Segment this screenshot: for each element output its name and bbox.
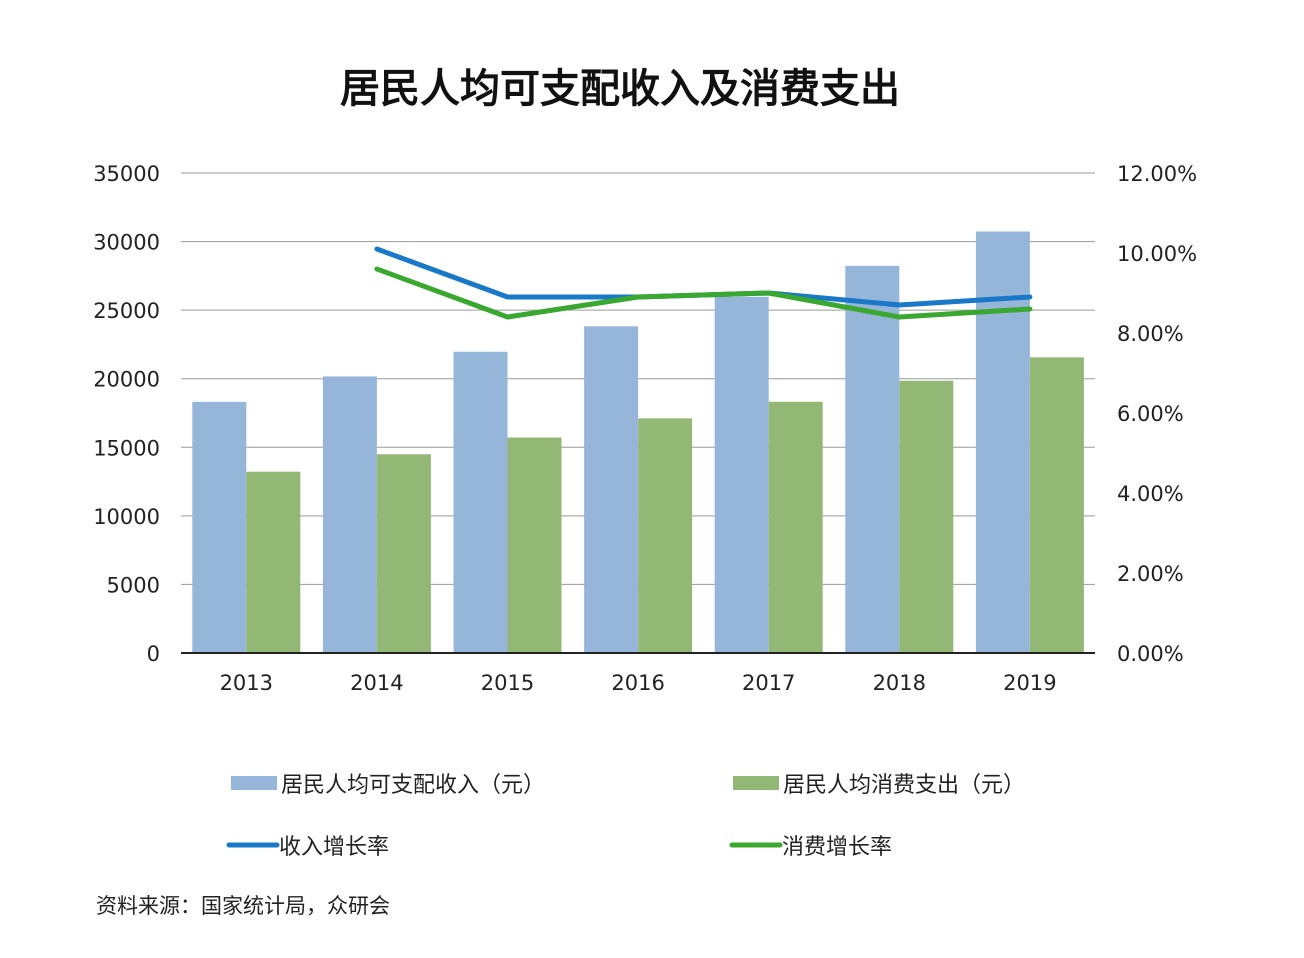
y-right-tick-label: 10.00%: [1117, 242, 1197, 266]
bar: [714, 296, 769, 653]
y-left-tick-label: 25000: [93, 299, 160, 323]
x-tick-label: 2015: [481, 671, 534, 695]
y-left-tick-label: 0: [147, 642, 160, 666]
chart-title: 居民人均可支配收入及消费支出: [340, 66, 900, 112]
legend: 居民人均可支配收入（元） 居民人均消费支出（元） 收入增长率 消费增长率: [226, 773, 1025, 860]
bar: [584, 326, 639, 653]
x-tick-label: 2013: [220, 671, 273, 695]
bar: [1029, 357, 1084, 653]
legend-label: 居民人均消费支出（元）: [783, 773, 1025, 798]
legend-label: 收入增长率: [279, 835, 389, 860]
y-left-tick-label: 5000: [107, 573, 160, 597]
y-left-tick-label: 30000: [93, 231, 160, 255]
y-right-tick-label: 4.00%: [1117, 482, 1184, 506]
y-right-tick-label: 2.00%: [1117, 562, 1184, 586]
x-tick-label: 2016: [611, 671, 664, 695]
y-left-tick-label: 10000: [93, 505, 160, 529]
bar: [899, 380, 954, 653]
legend-swatch: [733, 776, 779, 790]
legend-label: 消费增长率: [782, 835, 892, 860]
y-axis-right: 0.00% 2.00% 4.00% 6.00% 8.00% 10.00% 12.00%: [1117, 162, 1197, 666]
line-group: [374, 246, 1033, 320]
x-axis-labels: 2013 2014 2015 2016 2017 2018 2019: [220, 671, 1057, 695]
y-left-tick-label: 20000: [93, 368, 160, 392]
bar: [975, 231, 1030, 653]
bar: [845, 265, 900, 653]
y-left-tick-label: 35000: [93, 162, 160, 186]
bar: [507, 437, 562, 653]
x-tick-label: 2018: [873, 671, 926, 695]
legend-label: 居民人均可支配收入（元）: [281, 773, 545, 798]
x-tick-label: 2019: [1003, 671, 1056, 695]
x-tick-label: 2014: [350, 671, 403, 695]
y-right-tick-label: 12.00%: [1117, 162, 1197, 186]
y-left-tick-label: 15000: [93, 436, 160, 460]
bar: [322, 376, 377, 653]
bar: [453, 351, 508, 653]
x-tick-label: 2017: [742, 671, 795, 695]
y-right-tick-label: 6.00%: [1117, 402, 1184, 426]
bar: [638, 418, 693, 653]
source-note: 资料来源：国家统计局，众研会: [96, 894, 390, 918]
y-right-tick-label: 0.00%: [1117, 642, 1184, 666]
bar: [192, 401, 247, 653]
bar-group: [192, 231, 1084, 653]
series-line: [374, 266, 1033, 320]
bar: [768, 401, 823, 653]
bar: [246, 471, 301, 653]
y-right-tick-label: 8.00%: [1117, 322, 1184, 346]
legend-swatch: [231, 776, 277, 790]
y-axis-left: 0 5000 10000 15000 20000 25000 30000 35000: [93, 162, 160, 666]
bar: [376, 454, 431, 653]
